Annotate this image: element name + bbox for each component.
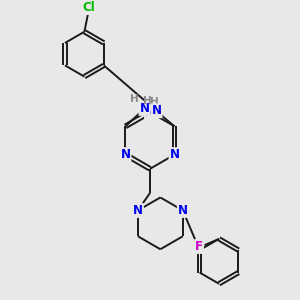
Text: H: H xyxy=(142,96,151,106)
Text: H: H xyxy=(151,97,159,107)
Text: F: F xyxy=(195,240,203,253)
Text: Cl: Cl xyxy=(82,1,95,14)
Text: N: N xyxy=(145,106,155,119)
Text: N: N xyxy=(133,204,143,217)
Text: N: N xyxy=(169,148,179,161)
Text: N: N xyxy=(152,104,162,117)
Text: N: N xyxy=(121,148,130,161)
Text: N: N xyxy=(178,204,188,217)
Text: N: N xyxy=(140,102,149,115)
Text: H: H xyxy=(130,94,139,104)
